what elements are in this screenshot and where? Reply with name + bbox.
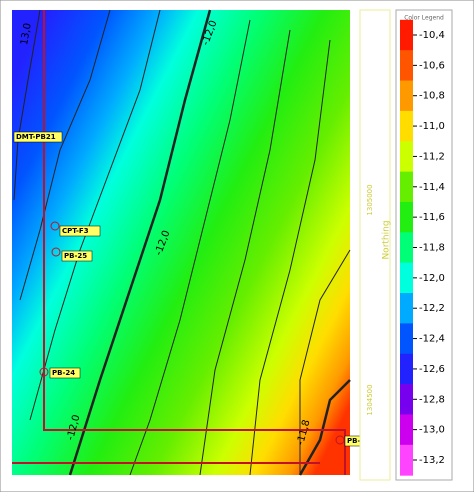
legend-swatch [400, 201, 413, 233]
contours [13, 9, 351, 476]
legend-swatch [400, 323, 413, 355]
legend-swatch [400, 353, 413, 385]
legend-swatch [400, 444, 413, 476]
legend-label: -11,8 [419, 243, 445, 254]
legend-label: -11,2 [419, 151, 445, 162]
legend-label: -13,0 [419, 425, 445, 436]
legend-label: -12,8 [419, 394, 445, 405]
legend-swatch [400, 171, 413, 203]
legend-label: -10,8 [419, 91, 445, 102]
legend-label: -11,0 [419, 121, 445, 132]
legend-swatch [400, 141, 413, 173]
point-label: PB-25 [64, 252, 87, 260]
legend-swatch [400, 384, 413, 415]
axis-tick: 1305000 [366, 184, 374, 215]
boundary [12, 10, 346, 475]
axis-tick: 1304500 [366, 384, 374, 415]
legend-swatch [400, 19, 413, 51]
contour-label: 13,0 [19, 22, 34, 46]
legend-label: -12,6 [419, 364, 445, 375]
legend-swatch [400, 262, 413, 294]
legend-swatch [400, 110, 413, 142]
legend-swatch [400, 293, 413, 324]
point-label: PB-24 [52, 369, 75, 377]
legend-label: -12,2 [419, 303, 445, 314]
legend-label: -10,6 [419, 60, 445, 71]
surface-map [12, 10, 350, 475]
axis-strip [359, 9, 391, 481]
legend-title: Color Legend [404, 15, 444, 22]
axis-title: Northing [382, 220, 392, 259]
legend-swatch [400, 414, 413, 446]
point-label: DMT-PB21 [16, 133, 56, 141]
legend-label: -11,6 [419, 212, 445, 223]
legend-swatch [400, 232, 413, 264]
legend-label: -12,4 [419, 334, 445, 345]
legend-label: -12,0 [419, 273, 445, 284]
point-label: CPT-F3 [62, 227, 89, 235]
legend-label: -13,2 [419, 455, 445, 466]
legend-swatch [400, 80, 413, 112]
legend-swatch [400, 50, 413, 82]
legend-label: -11,4 [419, 182, 445, 193]
legend-label: -10,4 [419, 30, 445, 41]
